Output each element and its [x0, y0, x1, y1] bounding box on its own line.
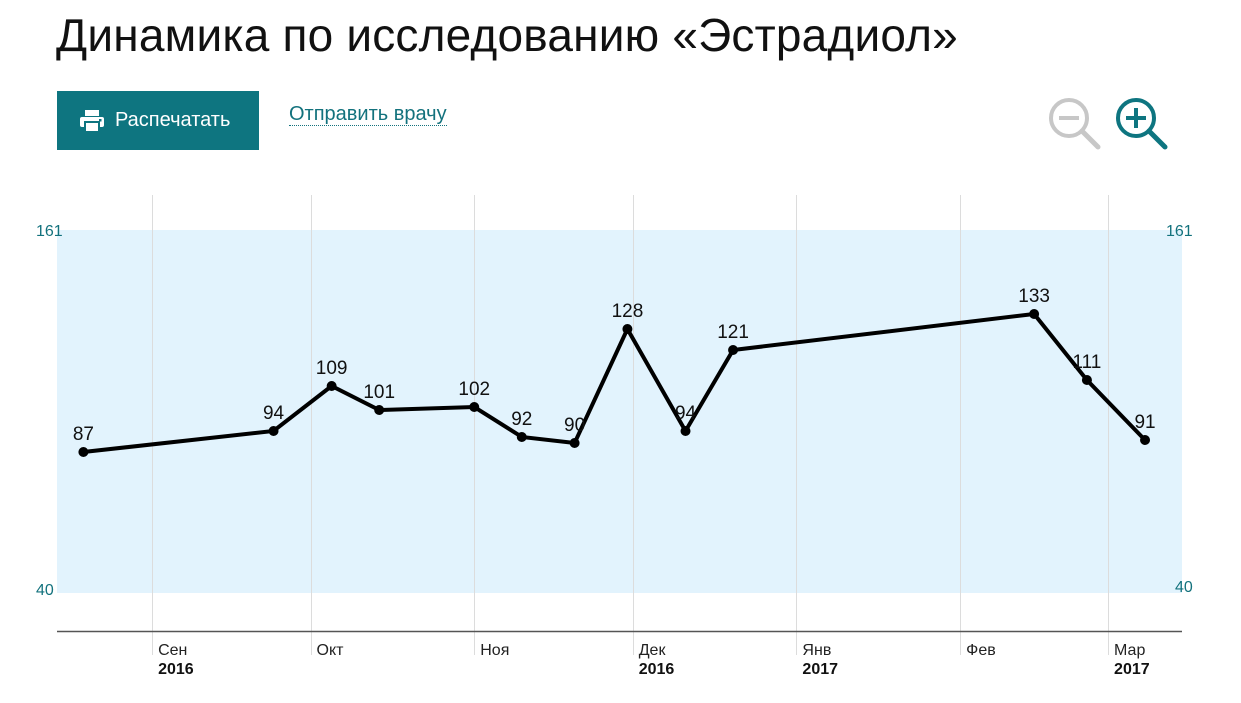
data-label: 102: [458, 379, 490, 400]
zoom-in-icon[interactable]: [1113, 95, 1169, 151]
year-tick-label: 2016: [158, 661, 194, 678]
data-point: [326, 381, 337, 391]
data-point: [1081, 375, 1092, 385]
data-point: [569, 438, 580, 448]
print-button[interactable]: Распечатать: [57, 91, 259, 150]
data-label: 90: [564, 415, 585, 436]
data-point: [680, 426, 691, 436]
data-point: [1140, 435, 1151, 445]
page-title: Динамика по исследованию «Эстрадиол»: [56, 9, 958, 61]
data-label: 109: [316, 358, 348, 379]
range-low-label-left: 40: [36, 582, 54, 599]
data-point: [516, 432, 527, 442]
print-button-label: Распечатать: [115, 109, 231, 131]
data-label: 94: [675, 403, 697, 424]
data-label: 91: [1134, 412, 1155, 433]
month-tick-label: Дек: [639, 642, 667, 659]
data-label: 133: [1018, 286, 1050, 307]
month-tick-label: Окт: [317, 642, 345, 659]
year-tick-label: 2016: [639, 661, 675, 678]
year-tick-label: 2017: [802, 661, 838, 678]
range-high-label-right: 161: [1166, 223, 1193, 240]
month-tick-label: Янв: [802, 642, 831, 659]
data-label: 94: [263, 403, 285, 424]
range-low-label-right: 40: [1175, 579, 1193, 596]
data-label: 101: [363, 382, 395, 403]
data-point: [1029, 309, 1040, 319]
zoom-out-icon[interactable]: [1046, 95, 1102, 151]
data-point: [622, 324, 633, 334]
reference-range-band: [57, 230, 1182, 593]
month-tick-label: Мар: [1114, 642, 1145, 659]
range-high-label-left: 161: [36, 223, 63, 240]
printer-icon: [80, 109, 104, 133]
data-point: [469, 402, 480, 412]
data-point: [78, 447, 89, 457]
year-tick-label: 2017: [1114, 661, 1150, 678]
data-label: 87: [73, 424, 94, 445]
send-to-doctor-link[interactable]: Отправить врачу: [289, 103, 447, 126]
data-label: 128: [612, 301, 644, 322]
data-point: [374, 405, 385, 415]
month-tick-label: Ноя: [480, 642, 509, 659]
data-point: [728, 345, 739, 355]
data-label: 111: [1072, 352, 1101, 373]
month-tick-label: Сен: [158, 642, 187, 659]
data-point: [268, 426, 279, 436]
data-label: 121: [717, 322, 749, 343]
data-label: 92: [511, 409, 532, 430]
month-tick-label: Фев: [966, 642, 996, 659]
